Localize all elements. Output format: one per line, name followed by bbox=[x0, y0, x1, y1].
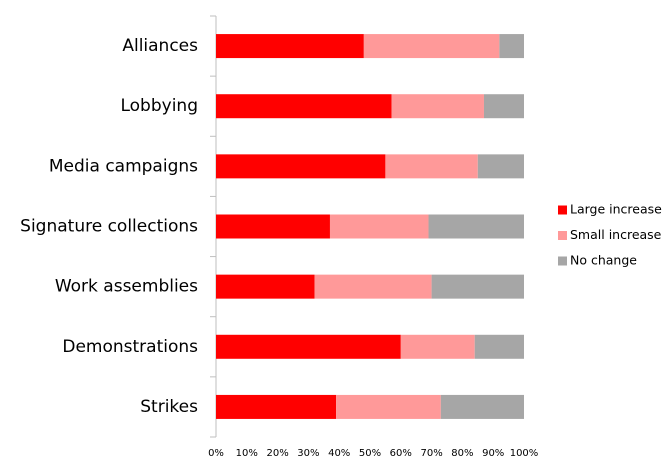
legend-swatch bbox=[558, 256, 567, 266]
bar-segment bbox=[216, 94, 392, 119]
y-tick-label: Signature collections bbox=[20, 217, 198, 237]
bar-segment bbox=[477, 154, 524, 179]
x-tick-label: 40% bbox=[328, 448, 350, 459]
x-tick-label: 50% bbox=[359, 448, 381, 459]
bar-segment bbox=[499, 34, 524, 59]
x-tick-label: 100% bbox=[510, 448, 539, 459]
x-tick-label: 80% bbox=[451, 448, 473, 459]
bar-segment bbox=[474, 334, 524, 359]
y-tick-label: Demonstrations bbox=[62, 337, 198, 357]
bar-segment bbox=[216, 214, 330, 239]
bar-segment bbox=[216, 334, 401, 359]
legend-label: No change bbox=[570, 253, 637, 268]
bar-segment bbox=[216, 274, 315, 299]
bar-segment bbox=[329, 214, 429, 239]
bar-segment bbox=[483, 94, 524, 119]
bar-segment bbox=[400, 334, 475, 359]
x-tick-label: 10% bbox=[236, 448, 258, 459]
bar-segment bbox=[216, 34, 364, 59]
bar-segment bbox=[336, 394, 441, 419]
x-tick-label: 70% bbox=[420, 448, 442, 459]
bar-segment bbox=[428, 214, 524, 239]
bar-segment bbox=[363, 34, 500, 59]
bar-segment bbox=[440, 394, 524, 419]
bar-segment bbox=[391, 94, 484, 119]
legend-swatch bbox=[558, 231, 567, 240]
y-tick-label: Strikes bbox=[140, 397, 198, 417]
y-tick-label: Media campaigns bbox=[49, 156, 198, 176]
x-tick-label: 0% bbox=[208, 448, 224, 459]
x-tick-label: 60% bbox=[390, 448, 412, 459]
y-tick-label: Alliances bbox=[122, 36, 198, 56]
x-tick-label: 20% bbox=[266, 448, 288, 459]
bar-segment bbox=[216, 154, 386, 179]
bar-segment bbox=[216, 394, 337, 419]
bar-segment bbox=[314, 274, 432, 299]
legend-label: Small increase bbox=[570, 227, 662, 242]
x-tick-label: 30% bbox=[297, 448, 319, 459]
legend-swatch bbox=[558, 205, 567, 215]
y-tick-label: Lobbying bbox=[120, 96, 198, 116]
bar-segment bbox=[431, 274, 524, 299]
y-tick-label: Work assemblies bbox=[55, 277, 198, 297]
legend-label: Large increase bbox=[570, 202, 662, 217]
bar-segment bbox=[385, 154, 478, 179]
x-tick-label: 90% bbox=[482, 448, 504, 459]
